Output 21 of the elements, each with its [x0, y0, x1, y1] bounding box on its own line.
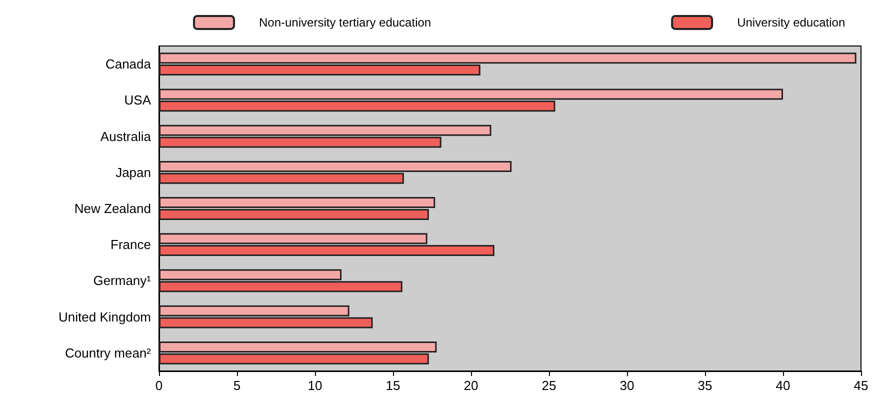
x-tick-label: 45	[854, 378, 868, 393]
x-tick-label: 40	[776, 378, 790, 393]
y-tick-label: Japan	[116, 164, 151, 180]
y-tick-label: Germany¹	[93, 273, 152, 288]
legend-label: University education	[737, 16, 846, 30]
y-tick-label: United Kingdom	[58, 309, 151, 324]
y-tick-label: Country mean²	[65, 345, 152, 360]
x-tick-label: 35	[698, 378, 712, 393]
x-tick-label: 10	[308, 378, 322, 393]
y-tick-label: France	[110, 237, 151, 252]
x-tick-label: 30	[620, 378, 634, 393]
y-tick-label: USA	[124, 92, 152, 108]
x-tick-label: 0	[155, 378, 163, 393]
legend-label: Non-university tertiary education	[259, 16, 432, 30]
y-tick-label: Canada	[105, 56, 152, 72]
y-tick-label: Australia	[100, 128, 152, 144]
x-tick-label: 5	[233, 378, 241, 393]
x-tick-label: 25	[542, 378, 556, 393]
x-tick-label: 15	[386, 378, 400, 393]
y-tick-label: New Zealand	[74, 201, 151, 216]
x-tick-label: 20	[464, 378, 478, 393]
